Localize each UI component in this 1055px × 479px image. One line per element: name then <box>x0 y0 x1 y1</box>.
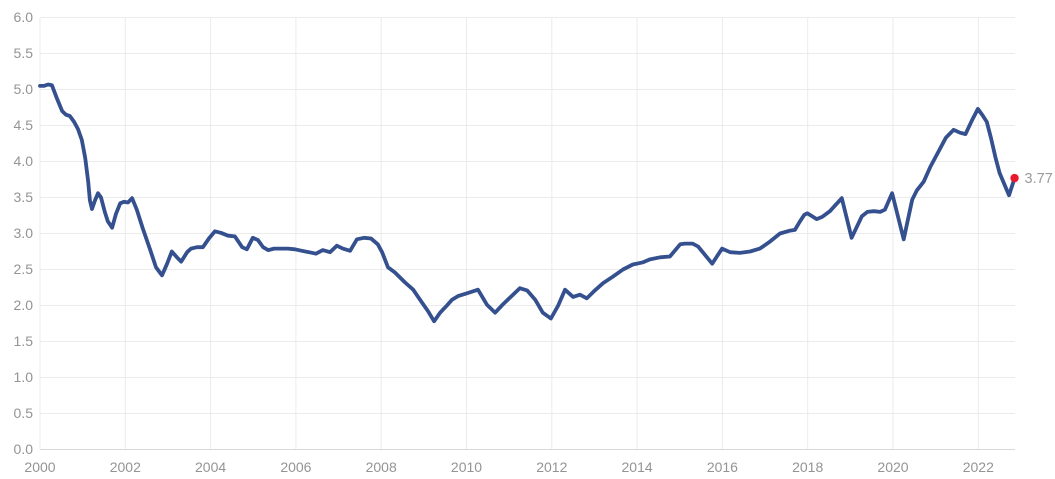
horizontal-gridlines <box>40 17 1015 450</box>
y-axis-tick-labels: 6.0 5.5 5.0 4.5 4.0 3.5 3.0 2.5 2.0 1.5 1.0 0.5 0.0 <box>14 9 34 457</box>
y-tick-label: 3.5 <box>14 189 34 205</box>
x-tick-label: 2014 <box>622 459 653 475</box>
y-tick-label: 1.5 <box>14 333 34 349</box>
x-tick-label: 2004 <box>195 459 226 475</box>
x-tick-label: 2006 <box>280 459 311 475</box>
y-tick-label: 4.0 <box>14 153 34 169</box>
y-tick-label: 0.5 <box>14 405 34 421</box>
y-tick-label: 4.5 <box>14 117 34 133</box>
latest-value-label: 3.77 <box>1025 171 1053 187</box>
x-tick-label: 2020 <box>877 459 908 475</box>
y-tick-label: 6.0 <box>14 9 34 25</box>
x-tick-label: 2000 <box>24 459 55 475</box>
y-tick-label: 0.0 <box>14 441 34 457</box>
y-tick-label: 5.0 <box>14 81 34 97</box>
data-series-line <box>38 82 1017 324</box>
y-tick-label: 5.5 <box>14 45 34 61</box>
x-tick-label: 2010 <box>451 459 482 475</box>
x-tick-label: 2018 <box>792 459 823 475</box>
x-tick-label: 2022 <box>963 459 994 475</box>
y-tick-label: 1.0 <box>14 369 34 385</box>
x-tick-label: 2012 <box>536 459 567 475</box>
y-tick-label: 2.5 <box>14 261 34 277</box>
latest-value-dot <box>1010 173 1019 183</box>
y-tick-label: 2.0 <box>14 297 34 313</box>
y-tick-label: 3.0 <box>14 225 34 241</box>
x-tick-label: 2016 <box>707 459 738 475</box>
x-tick-label: 2002 <box>110 459 141 475</box>
x-tick-label: 2008 <box>366 459 397 475</box>
x-axis-tick-labels: 2000 2002 2004 2006 2008 2010 2012 2014 2016 2018… <box>24 459 994 475</box>
